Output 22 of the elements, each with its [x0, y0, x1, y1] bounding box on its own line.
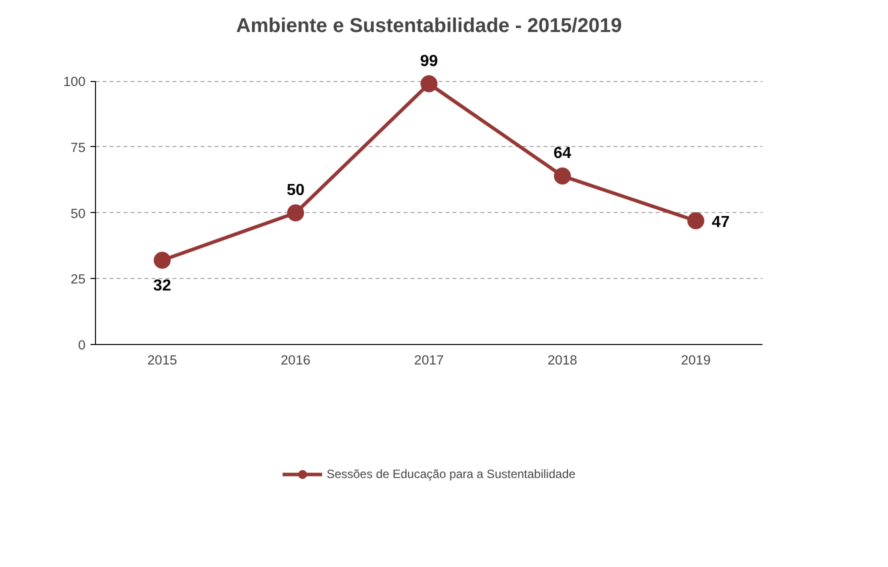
data-label: 32 [153, 277, 172, 294]
data-label: 47 [712, 214, 730, 231]
x-tick-label: 2019 [680, 352, 711, 368]
point [420, 75, 438, 92]
data-label: 99 [420, 52, 438, 70]
y-tick-label: 25 [70, 272, 86, 287]
y-tick-label: 50 [70, 206, 86, 221]
x-tick-label: 2017 [414, 352, 444, 368]
x-tick-label: 2015 [147, 352, 178, 368]
data-label: 64 [554, 144, 572, 162]
point [287, 204, 304, 222]
x-tick-label: 2016 [280, 352, 310, 368]
y-tick-label: 0 [78, 338, 86, 353]
point [687, 212, 704, 230]
legend-label: Sessões de Educação para a Sustentabilidade [326, 467, 576, 481]
y-tick-label: 100 [63, 74, 86, 90]
data-label: 50 [286, 182, 305, 199]
point [554, 167, 571, 184]
point [154, 252, 171, 269]
y-tick-label: 75 [70, 140, 86, 155]
chart-title: Ambiente e Sustentabilidade - 2015/2019 [236, 15, 622, 37]
x-tick-label: 2018 [548, 352, 578, 368]
